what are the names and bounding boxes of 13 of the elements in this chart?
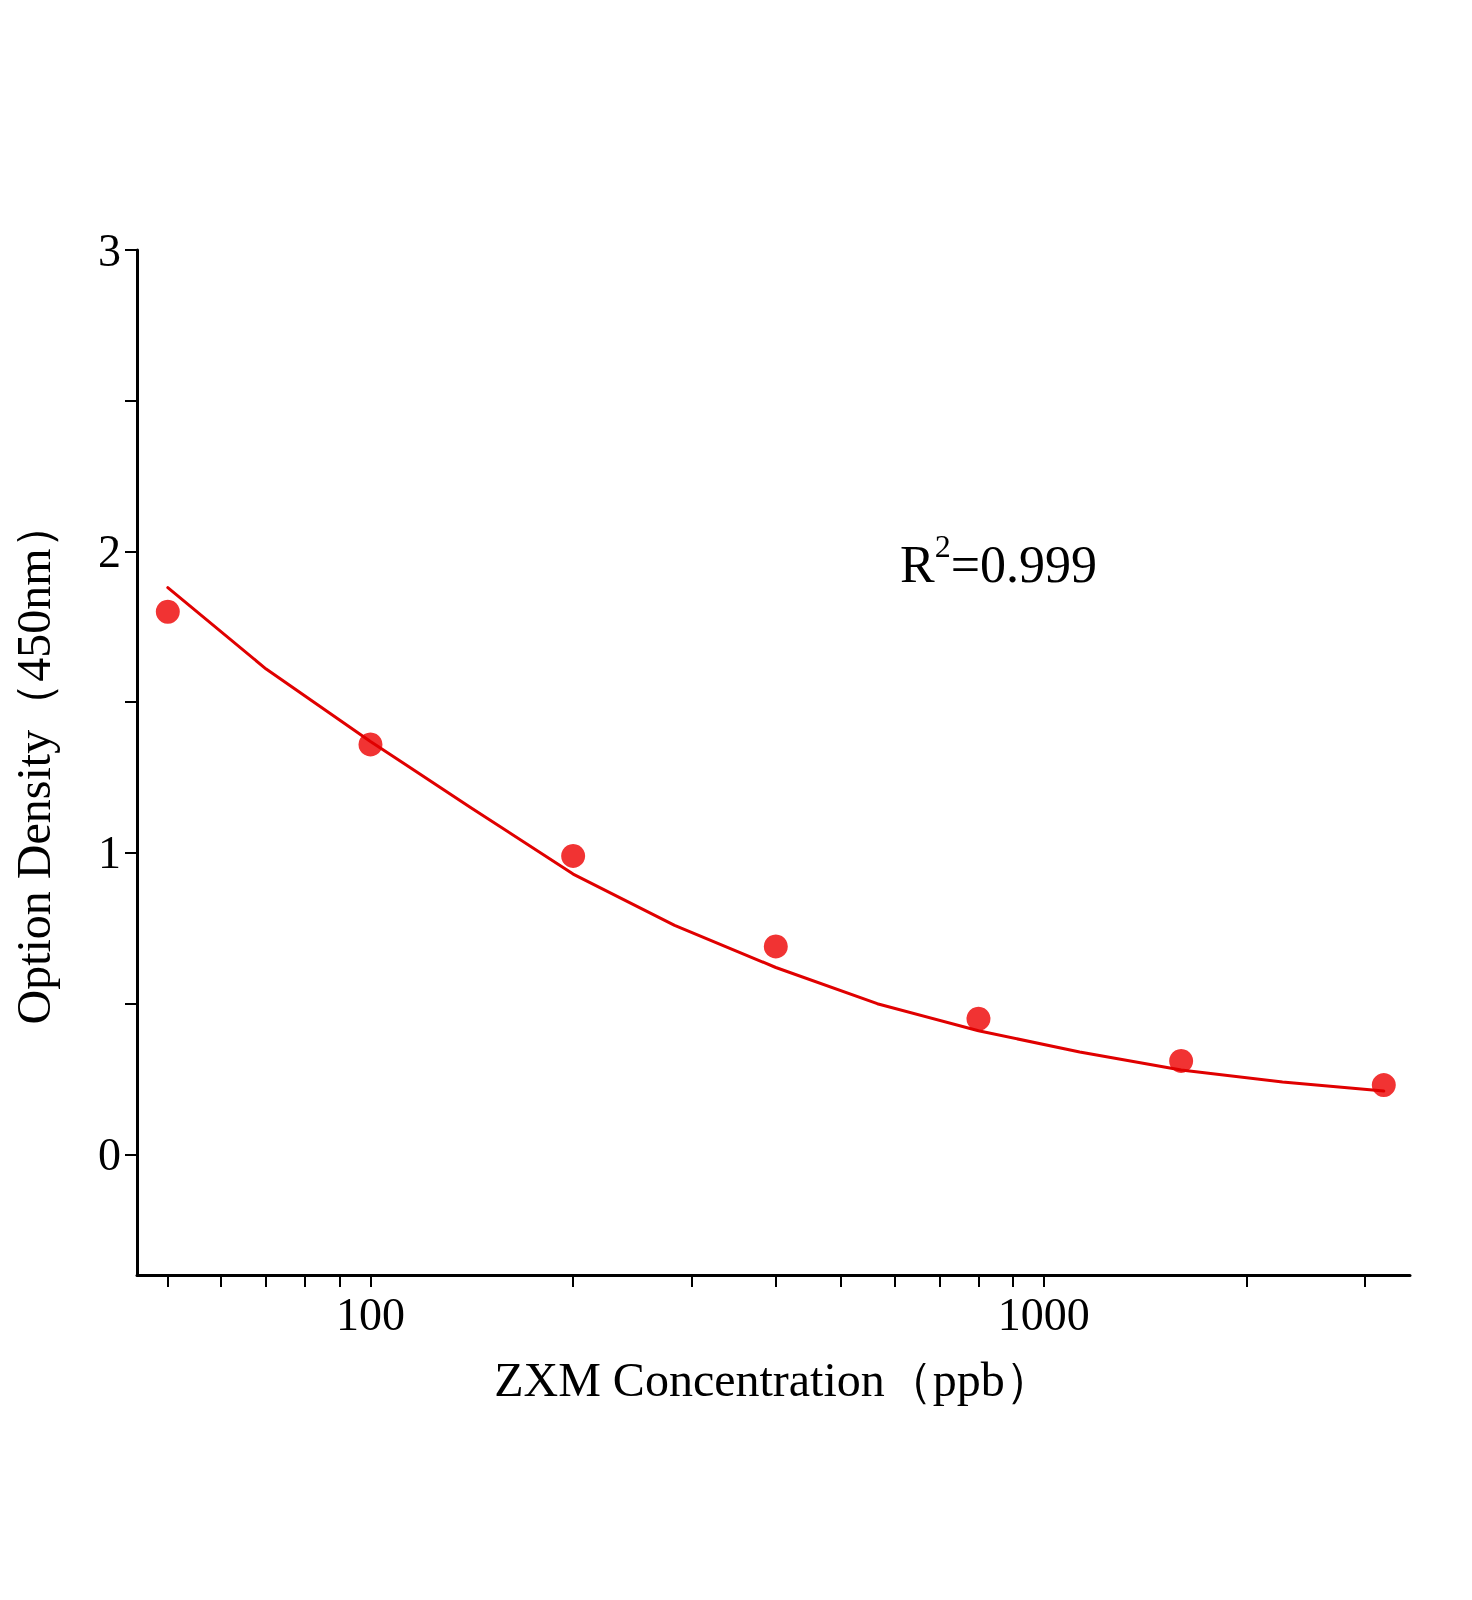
y-tick-label: 2 — [98, 525, 121, 577]
x-axis-title: ZXM Concentration（ppb） — [494, 1352, 1053, 1406]
x-tick-label: 1000 — [997, 1288, 1090, 1340]
y-tick-label: 0 — [98, 1128, 121, 1180]
y-tick-label: 1 — [98, 827, 121, 879]
point — [561, 843, 586, 868]
point — [966, 1006, 991, 1031]
point — [1371, 1073, 1396, 1098]
y-tick-label: 3 — [98, 224, 121, 276]
point — [155, 599, 180, 624]
x-tick-label: 100 — [335, 1288, 405, 1340]
point — [763, 934, 788, 959]
y-axis-title: Option Density（450nm） — [6, 500, 60, 1025]
